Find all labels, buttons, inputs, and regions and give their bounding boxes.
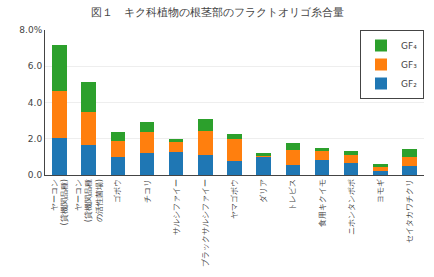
svg-text:ヤーコン(貸機関品種の活性菌場): ヤーコン(貸機関品種の活性菌場) bbox=[74, 179, 104, 222]
svg-text:図１ キク科植物の根茎部のフラクトオリゴ糸合量: 図１ キク科植物の根茎部のフラクトオリゴ糸合量 bbox=[91, 6, 344, 19]
svg-text:トレビス: トレビス bbox=[288, 179, 297, 211]
svg-text:2.0: 2.0 bbox=[28, 134, 43, 144]
svg-text:チコリ: チコリ bbox=[143, 179, 152, 203]
svg-text:0.0: 0.0 bbox=[28, 170, 43, 180]
svg-text:サルシファイー: サルシファイー bbox=[172, 179, 181, 235]
svg-text:食用キクイモ: 食用キクイモ bbox=[318, 179, 327, 227]
svg-text:ゴボウ: ゴボウ bbox=[113, 179, 122, 203]
svg-text:ブラックサルシファイー: ブラックサルシファイー bbox=[201, 179, 210, 267]
svg-text:GF₄: GF₄ bbox=[401, 41, 417, 51]
svg-text:ヨモギ: ヨモギ bbox=[376, 179, 385, 203]
svg-text:ヤマゴボウ: ヤマゴボウ bbox=[230, 179, 239, 219]
svg-text:GF₂: GF₂ bbox=[401, 79, 417, 89]
svg-text:6.0: 6.0 bbox=[28, 61, 43, 71]
svg-text:4.0: 4.0 bbox=[28, 98, 43, 108]
svg-text:セイタカワチクリ: セイタカワチクリ bbox=[405, 179, 414, 243]
svg-text:ダリア: ダリア bbox=[259, 179, 268, 203]
svg-text:ヤーコン(貸機関品種): ヤーコン(貸機関品種) bbox=[50, 179, 69, 225]
svg-text:8.0%: 8.0% bbox=[19, 25, 42, 35]
svg-text:ニホンタンポポ: ニホンタンポポ bbox=[347, 179, 356, 235]
svg-text:GF₃: GF₃ bbox=[401, 60, 417, 70]
